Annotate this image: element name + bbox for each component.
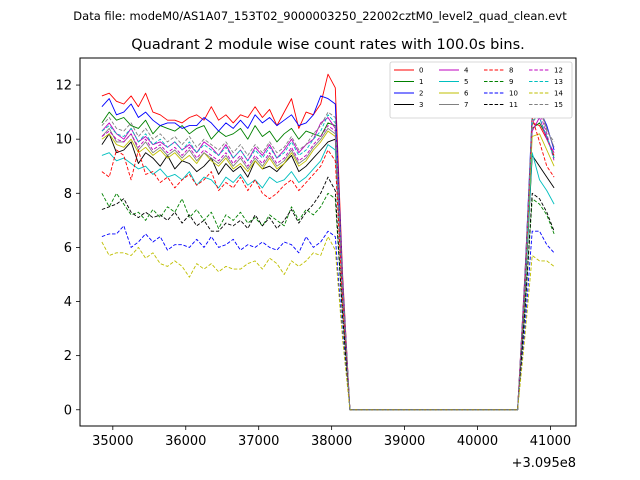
series-line-10 (101, 225, 555, 411)
legend-label-11: 11 (509, 101, 518, 109)
series-line-5 (101, 144, 555, 411)
series-line-0 (101, 73, 555, 411)
legend-label-13: 13 (554, 78, 563, 86)
legend-label-1: 1 (419, 78, 423, 86)
series-line-4 (101, 117, 555, 411)
y-tick-label: 0 (64, 403, 72, 418)
chart-title: Quadrant 2 module wise count rates with … (131, 37, 525, 53)
legend-label-3: 3 (419, 101, 423, 109)
y-tick-label: 2 (64, 349, 72, 364)
x-tick-label: 40000 (457, 434, 498, 449)
y-axis: 0 2 4 6 8 10 12 (55, 79, 80, 418)
series-line-8 (101, 117, 555, 411)
x-tick-label: 36000 (165, 434, 206, 449)
legend-label-10: 10 (509, 90, 518, 98)
x-tick-label: 41000 (530, 434, 571, 449)
series-layer (101, 73, 555, 411)
legend-label-14: 14 (554, 90, 563, 98)
y-tick-label: 6 (64, 241, 72, 256)
x-axis: 35000 36000 37000 38000 39000 40000 41000 (92, 426, 571, 449)
legend-label-9: 9 (509, 78, 513, 86)
series-line-2 (101, 95, 555, 411)
series-line-13 (101, 114, 555, 411)
legend-label-2: 2 (419, 90, 423, 98)
x-tick-label: 38000 (311, 434, 352, 449)
legend-label-5: 5 (464, 78, 468, 86)
plot-frame (79, 57, 577, 427)
legend-label-8: 8 (509, 67, 513, 75)
legend-label-4: 4 (464, 67, 469, 75)
series-line-14 (101, 236, 555, 411)
y-tick-label: 10 (55, 133, 72, 148)
series-line-11 (101, 176, 555, 411)
legend-box (389, 61, 573, 119)
series-line-9 (101, 192, 555, 411)
legend-label-6: 6 (464, 90, 469, 98)
y-tick-label: 4 (64, 295, 72, 310)
series-line-6 (101, 130, 555, 411)
y-tick-label: 8 (64, 187, 72, 202)
x-tick-label: 39000 (384, 434, 425, 449)
legend-label-7: 7 (464, 101, 468, 109)
series-line-15 (101, 106, 555, 411)
x-tick-label: 37000 (238, 434, 279, 449)
y-tick-label: 12 (55, 79, 72, 94)
data-file-label: Data file: modeM0/AS1A07_153T02_90000032… (73, 9, 567, 23)
series-line-3 (101, 133, 555, 411)
legend-label-15: 15 (554, 101, 563, 109)
legend-label-0: 0 (419, 67, 423, 75)
legend-label-12: 12 (554, 67, 563, 75)
x-tick-label: 35000 (92, 434, 133, 449)
series-line-7 (101, 106, 555, 411)
x-offset-label: +3.095e8 (512, 456, 576, 471)
